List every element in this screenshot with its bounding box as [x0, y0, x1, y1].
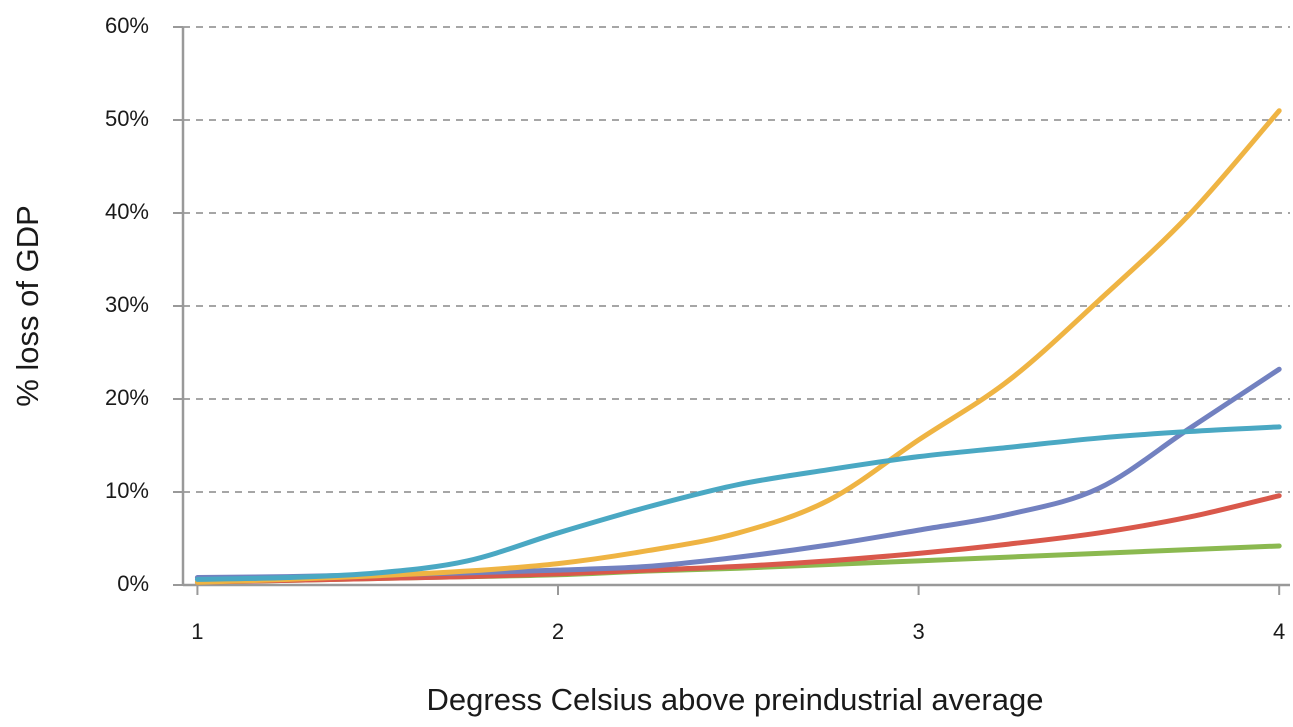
- y-tick-label: 40%: [105, 199, 149, 224]
- x-tick-label: 1: [191, 619, 203, 644]
- x-tick-label: 2: [552, 619, 564, 644]
- y-tick-label: 50%: [105, 106, 149, 131]
- y-tick-label: 10%: [105, 478, 149, 503]
- y-tick-label: 30%: [105, 292, 149, 317]
- y-axis-title: % loss of GDP: [10, 205, 45, 407]
- x-tick-label: 4: [1273, 619, 1285, 644]
- x-tick-label: 3: [912, 619, 924, 644]
- series-line: [194, 493, 1282, 585]
- y-tick-label: 0%: [117, 571, 149, 596]
- x-axis-title: Degress Celsius above preindustrial aver…: [427, 682, 1044, 717]
- series-line: [194, 424, 1282, 582]
- y-tick-label: 60%: [105, 13, 149, 38]
- series-line: [194, 108, 1282, 585]
- y-tick-label: 20%: [105, 385, 149, 410]
- series-line: [194, 366, 1282, 581]
